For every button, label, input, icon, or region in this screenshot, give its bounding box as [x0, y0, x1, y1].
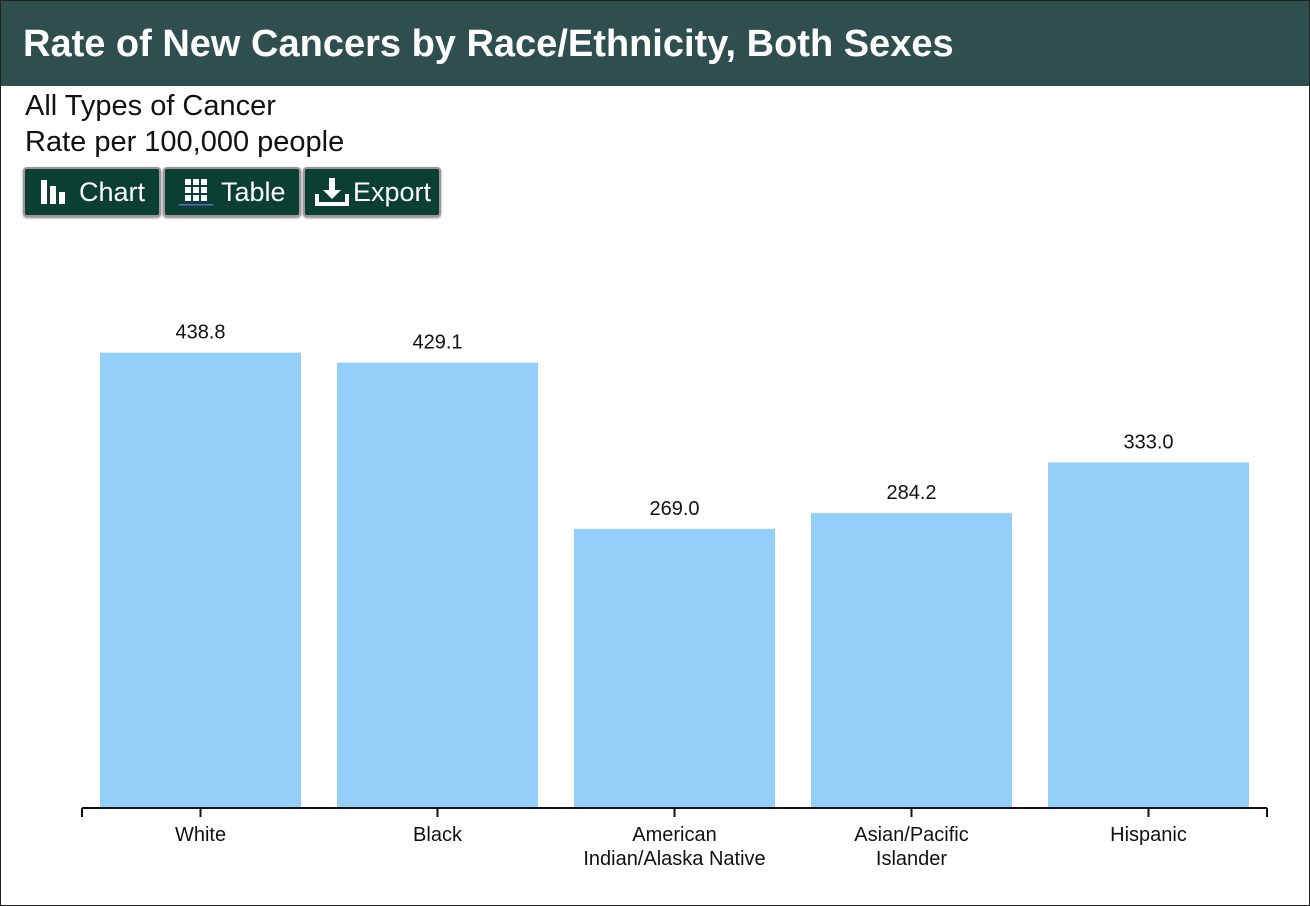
bar-value-label: 429.1 [412, 332, 462, 354]
bar[interactable] [100, 352, 301, 807]
table-grid-icon [179, 177, 213, 207]
export-button-label: Export [353, 176, 432, 207]
bar-value-label: 333.0 [1123, 431, 1173, 453]
bar-value-label: 269.0 [649, 498, 699, 520]
table-view-button[interactable]: Table [163, 167, 301, 217]
x-tick-label: White [175, 824, 226, 846]
x-tick-label: Asian/Pacific [854, 824, 969, 846]
bar[interactable] [1048, 462, 1249, 807]
bar-value-label: 284.2 [886, 482, 936, 504]
bar-chart: 438.8 White 429.1 Black 269.0 AmericanIndian/… [81, 322, 1268, 870]
page-title: Rate of New Cancers by Race/Ethnicity, B… [23, 23, 954, 65]
view-toolbar: Chart Table [23, 167, 441, 217]
bar[interactable] [337, 362, 538, 807]
chart-view-button[interactable]: Chart [23, 167, 161, 217]
x-tick-label: American [632, 824, 716, 846]
download-icon [315, 176, 349, 208]
x-tick-label: Black [413, 824, 463, 846]
x-tick-label: Indian/Alaska Native [583, 848, 765, 870]
x-tick-label: Islander [876, 848, 947, 870]
bar-chart-icon [39, 178, 71, 206]
cancer-type-subtitle: All Types of Cancer [25, 90, 276, 122]
table-button-label: Table [221, 176, 286, 207]
bar[interactable] [811, 513, 1012, 807]
title-bar: Rate of New Cancers by Race/Ethnicity, B… [1, 1, 1309, 86]
export-button[interactable]: Export [303, 167, 441, 217]
rate-unit-subtitle: Rate per 100,000 people [25, 126, 345, 158]
chart-button-label: Chart [79, 176, 146, 207]
bar[interactable] [574, 528, 775, 807]
bar-value-label: 438.8 [175, 322, 225, 344]
x-tick-label: Hispanic [1110, 824, 1187, 846]
